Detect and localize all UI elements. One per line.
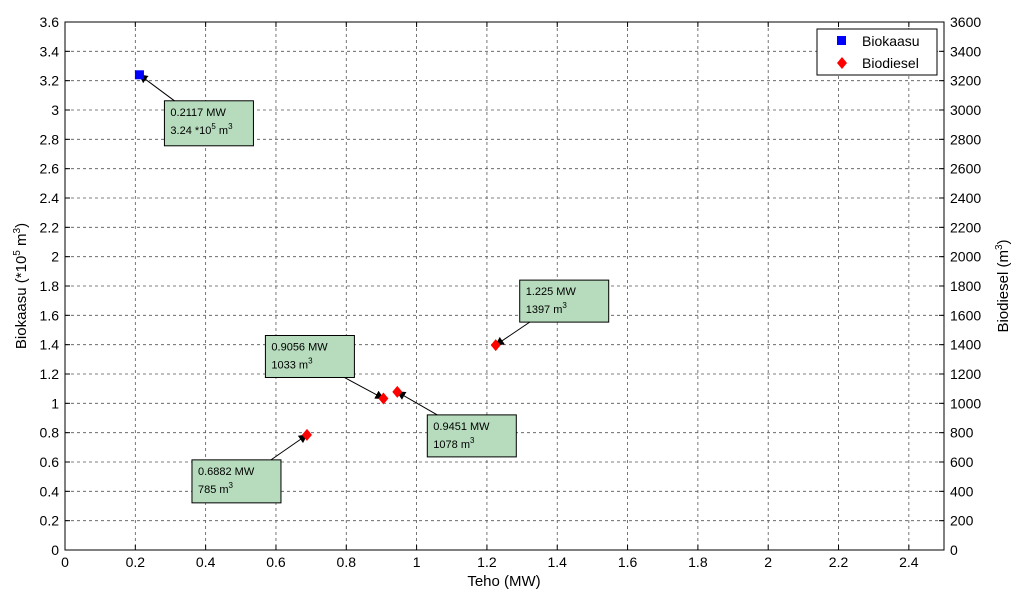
annotation-volume: 1033 m3 — [271, 356, 313, 371]
x-tick-label: 2.2 — [829, 554, 849, 570]
x-tick-label: 2 — [764, 554, 772, 570]
right-tick-label: 2400 — [950, 190, 981, 206]
left-tick-label: 1.2 — [40, 366, 60, 382]
left-y-axis-ticks: 0 0.2 0.4 0.6 0.8 1 1.2 1.4 1.6 1.8 2 2.2 2.4 2.6 2.8 3… — [40, 14, 70, 558]
x-tick-label: 0.2 — [126, 554, 146, 570]
annotation-arrow — [396, 391, 438, 416]
x-tick-label: 1 — [413, 554, 421, 570]
right-tick-label: 1000 — [950, 395, 981, 411]
legend-marker-biodiesel — [837, 57, 847, 69]
x-tick-label: 2.4 — [899, 554, 919, 570]
left-tick-label: 3.4 — [40, 43, 60, 59]
annotation-box — [519, 279, 610, 323]
legend-marker-biokaasu — [837, 36, 846, 45]
left-tick-label: 1.4 — [40, 337, 60, 353]
left-tick-label: 0.4 — [40, 483, 60, 499]
annotation-volume: 3.24 *105 m3 — [170, 122, 233, 137]
annotation-arrow — [494, 321, 530, 346]
annotations: 0.2117 MW 3.24 *105 m3 0.6882 MW 785 m3 0.90… — [138, 74, 610, 504]
x-tick-label: 1.2 — [477, 554, 497, 570]
left-tick-label: 2.8 — [40, 131, 60, 147]
legend-label-biodiesel: Biodiesel — [862, 55, 919, 71]
right-tick-label: 1200 — [950, 366, 981, 382]
right-tick-label: 2000 — [950, 249, 981, 265]
left-tick-label: 0.6 — [40, 454, 60, 470]
annotation-volume: 1397 m3 — [526, 301, 568, 316]
left-tick-label: 2.6 — [40, 161, 60, 177]
data-point-biodiesel — [392, 385, 403, 398]
x-tick-label: 1.4 — [548, 554, 568, 570]
annotation-box — [426, 414, 517, 458]
left-tick-label: 3.6 — [40, 14, 60, 30]
left-tick-label: 0 — [51, 542, 59, 558]
right-tick-label: 800 — [950, 425, 974, 441]
right-tick-label: 2600 — [950, 161, 981, 177]
right-tick-label: 3600 — [950, 14, 981, 30]
left-tick-label: 2 — [51, 249, 59, 265]
data-point-biokaasu — [134, 70, 144, 80]
left-tick-label: 1.6 — [40, 307, 60, 323]
left-tick-label: 2.2 — [40, 219, 60, 235]
left-tick-label: 2.4 — [40, 190, 60, 206]
right-tick-label: 1800 — [950, 278, 981, 294]
annotation-power: 0.6882 MW — [198, 466, 255, 478]
right-tick-label: 600 — [950, 454, 974, 470]
x-tick-label: 0.8 — [337, 554, 357, 570]
annotation-box — [163, 100, 254, 147]
right-tick-label: 1600 — [950, 307, 981, 323]
right-tick-label: 2200 — [950, 219, 981, 235]
annotation-power: 0.9056 MW — [271, 341, 328, 353]
right-y-axis-ticks: 0 200 400 600 800 1000 1200 1400 1600 1800 2000 220… — [939, 14, 981, 558]
left-tick-label: 0.8 — [40, 425, 60, 441]
x-axis-ticks: 0 0.2 0.4 0.6 0.8 1 1.2 1.4 1.6 1.8 2 2.2 2.4 — [61, 22, 919, 570]
right-tick-label: 2800 — [950, 131, 981, 147]
x-tick-label: 1.6 — [618, 554, 638, 570]
right-tick-label: 400 — [950, 483, 974, 499]
left-tick-label: 3 — [51, 102, 59, 118]
annotation-power: 0.9451 MW — [433, 421, 490, 433]
annotation-box — [191, 459, 282, 504]
x-tick-label: 0 — [61, 554, 69, 570]
y-axis-label-left: Biokaasu (*105 m3) — [12, 223, 30, 349]
legend: Biokaasu Biodiesel — [816, 28, 938, 76]
left-tick-label: 0.2 — [40, 513, 60, 529]
annotation-power: 0.2117 MW — [170, 107, 226, 119]
annotation-volume: 1078 m3 — [433, 436, 475, 451]
y-axis-label-right: Biodiesel (m3) — [994, 239, 1012, 332]
x-axis-label: Teho (MW) — [467, 573, 540, 590]
data-point-biodiesel — [490, 339, 501, 352]
right-tick-label: 3200 — [950, 73, 981, 89]
annotation-box — [264, 334, 355, 378]
right-tick-label: 200 — [950, 513, 974, 529]
right-tick-label: 0 — [950, 542, 958, 558]
annotation-arrow — [270, 434, 308, 461]
plot-frame — [64, 21, 945, 551]
left-tick-label: 1.8 — [40, 278, 60, 294]
x-tick-label: 1.8 — [688, 554, 708, 570]
x-tick-label: 0.6 — [266, 554, 286, 570]
x-tick-label: 0.4 — [196, 554, 216, 570]
annotation-power: 1.225 MW — [526, 286, 577, 298]
data-point-biodiesel — [378, 392, 389, 405]
right-tick-label: 3400 — [950, 43, 981, 59]
left-tick-label: 3.2 — [40, 73, 60, 89]
left-tick-label: 1 — [51, 395, 59, 411]
legend-label-biokaasu: Biokaasu — [862, 33, 920, 49]
annotation-volume: 785 m3 — [198, 481, 234, 496]
annotation-arrow — [344, 377, 385, 399]
data-points — [134, 70, 501, 441]
right-tick-label: 1400 — [950, 337, 981, 353]
data-point-biodiesel — [301, 428, 312, 441]
annotation-arrow — [138, 74, 175, 102]
right-tick-label: 3000 — [950, 102, 981, 118]
